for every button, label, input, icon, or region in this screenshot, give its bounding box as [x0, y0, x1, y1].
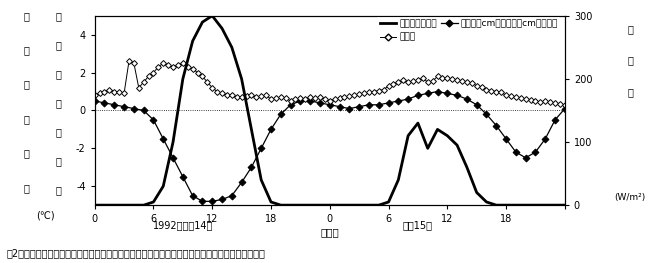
- Text: 法: 法: [24, 149, 29, 159]
- Text: 播: 播: [24, 80, 29, 90]
- Text: 度: 度: [56, 156, 61, 166]
- Text: 1992年３月14日: 1992年３月14日: [153, 220, 213, 230]
- X-axis label: 時　間: 時 間: [321, 227, 339, 237]
- Text: 図2　溝底播種法と従来法で栅培したこまつなの葉温差と地温差（溝底播種法－対照法）の日変化: 図2 溝底播種法と従来法で栅培したこまつなの葉温差と地温差（溝底播種法－対照法）…: [7, 248, 265, 258]
- Text: 量: 量: [628, 87, 633, 97]
- Text: 種: 種: [24, 114, 29, 124]
- Text: 差: 差: [56, 186, 61, 196]
- Text: 日: 日: [628, 24, 633, 34]
- Text: 射: 射: [628, 55, 633, 65]
- Text: 従: 従: [56, 11, 61, 21]
- Text: ３月15日: ３月15日: [403, 220, 433, 230]
- Text: 来: 来: [56, 40, 61, 50]
- Text: 溝: 溝: [24, 11, 29, 21]
- Text: (℃): (℃): [37, 211, 55, 221]
- Text: (W/m²): (W/m²): [614, 193, 646, 202]
- Text: と: と: [24, 183, 29, 193]
- Text: 底: 底: [24, 45, 29, 55]
- Text: 温: 温: [56, 127, 61, 137]
- Text: 法: 法: [56, 69, 61, 79]
- Text: の: の: [56, 98, 61, 108]
- Legend: ハウス内日射量, 葉温差, 溝底下４cmと平床下４cmの地温差: ハウス内日射量, 葉温差, 溝底下４cmと平床下４cmの地温差: [377, 17, 560, 44]
